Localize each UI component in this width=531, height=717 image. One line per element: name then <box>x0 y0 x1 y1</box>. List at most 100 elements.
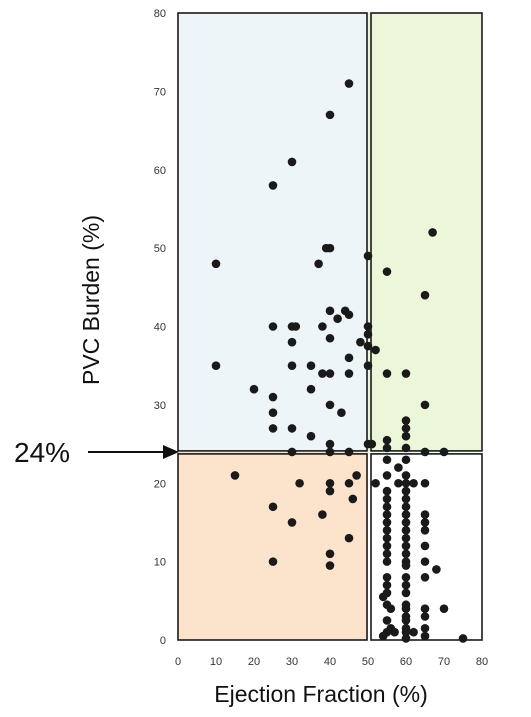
threshold-arrow-head <box>163 445 179 459</box>
data-point <box>230 471 240 480</box>
data-point <box>287 424 297 433</box>
data-point <box>401 561 411 570</box>
data-point <box>325 439 335 449</box>
data-point <box>287 518 297 527</box>
data-point <box>306 384 316 394</box>
data-point <box>371 345 380 355</box>
data-point <box>382 502 392 512</box>
data-point <box>382 435 392 445</box>
data-point <box>344 447 354 457</box>
data-point <box>401 510 411 519</box>
data-point <box>363 341 373 351</box>
data-point <box>356 337 365 347</box>
y-tick-label: 40 <box>154 322 166 334</box>
data-point <box>394 463 403 472</box>
data-point <box>344 310 354 320</box>
data-point <box>287 447 297 457</box>
threshold-annotation: 24% <box>14 437 179 468</box>
y-tick-label: 70 <box>154 86 166 98</box>
data-point <box>420 518 430 527</box>
data-point <box>295 478 304 488</box>
data-point <box>382 525 392 535</box>
x-tick-label: 80 <box>476 656 488 668</box>
data-point <box>439 604 449 613</box>
x-tick-label: 10 <box>210 656 222 668</box>
axis-ticks: 0 10 20 30 40 50 60 70 80 0 10 20 30 40 50 60 70 80 <box>154 8 488 668</box>
data-point <box>344 478 354 488</box>
data-point <box>325 486 335 496</box>
data-point <box>378 592 388 602</box>
data-point <box>382 518 392 527</box>
data-point <box>348 494 358 504</box>
data-point <box>337 408 346 418</box>
data-point <box>318 369 327 378</box>
x-tick-label: 70 <box>438 656 450 668</box>
data-point <box>344 79 354 88</box>
data-point <box>401 533 411 543</box>
quadrant-border <box>177 12 368 452</box>
y-tick-label: 30 <box>154 400 166 412</box>
data-point <box>401 525 411 535</box>
x-tick-label: 20 <box>248 656 260 668</box>
data-point <box>363 361 373 370</box>
data-point <box>401 541 411 551</box>
x-tick-label: 0 <box>175 656 181 668</box>
region-normal-ef-high-burden <box>368 13 482 452</box>
data-point <box>344 369 354 378</box>
data-point <box>325 369 335 378</box>
data-point <box>287 337 297 347</box>
data-point <box>318 510 327 519</box>
data-point <box>409 478 418 488</box>
data-point <box>382 510 392 519</box>
data-point <box>401 518 411 527</box>
data-point <box>394 478 403 488</box>
data-point <box>268 392 278 402</box>
data-point <box>439 447 449 457</box>
data-point <box>382 267 392 276</box>
data-point <box>268 424 278 433</box>
data-point <box>325 110 335 120</box>
data-point <box>420 290 430 300</box>
data-point <box>401 431 411 441</box>
data-point <box>420 623 430 633</box>
data-point <box>382 486 392 496</box>
data-point <box>382 557 392 566</box>
data-point <box>325 400 335 410</box>
data-point <box>420 573 430 582</box>
data-point <box>382 533 392 543</box>
data-point <box>382 541 392 551</box>
data-point <box>401 416 411 425</box>
data-point <box>268 322 278 331</box>
data-point <box>401 502 411 512</box>
data-point <box>420 604 430 613</box>
y-tick-label: 60 <box>154 165 166 177</box>
data-point <box>268 408 278 418</box>
data-point <box>382 549 392 559</box>
data-point <box>390 627 399 637</box>
data-point <box>432 565 441 574</box>
y-tick-label: 0 <box>160 635 166 647</box>
data-point <box>325 243 335 253</box>
region-low-ef-high-burden <box>178 13 368 452</box>
data-point <box>420 447 430 457</box>
data-point <box>401 471 411 480</box>
data-point <box>325 333 335 343</box>
data-point <box>401 549 411 559</box>
y-tick-label: 80 <box>154 8 166 20</box>
data-point <box>318 322 327 331</box>
data-point <box>386 604 396 613</box>
data-point <box>325 561 335 570</box>
data-point <box>363 322 373 331</box>
data-point <box>287 361 297 370</box>
data-point <box>363 330 373 339</box>
x-tick-label: 30 <box>286 656 298 668</box>
data-point <box>382 471 392 480</box>
data-point <box>382 369 392 378</box>
data-point <box>314 259 323 269</box>
data-points <box>211 79 468 643</box>
data-point <box>378 631 388 641</box>
data-point <box>401 494 411 504</box>
data-point <box>287 157 297 167</box>
data-point <box>291 322 301 331</box>
